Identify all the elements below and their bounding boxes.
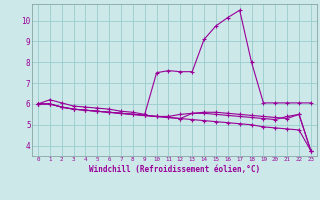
- X-axis label: Windchill (Refroidissement éolien,°C): Windchill (Refroidissement éolien,°C): [89, 165, 260, 174]
